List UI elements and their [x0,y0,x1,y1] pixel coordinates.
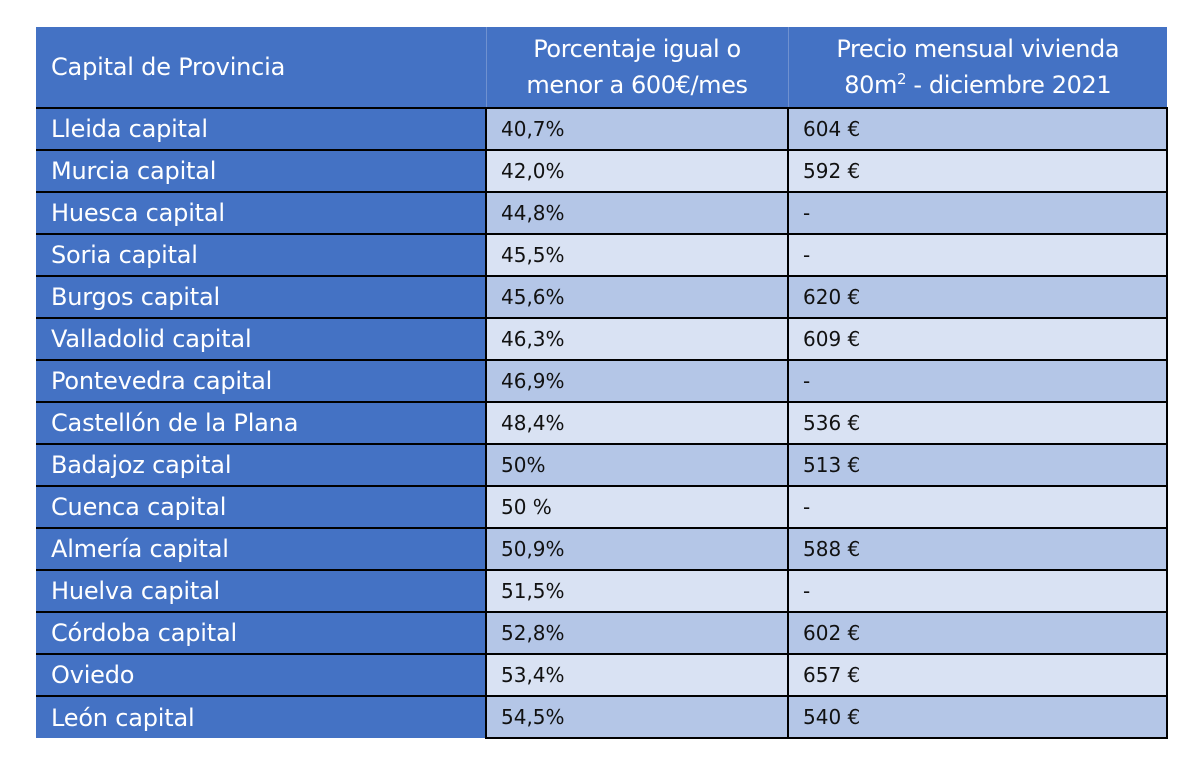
header-price-date: - diciembre 2021 [906,71,1112,99]
table-row: Valladolid capital 46,3% 609 € [36,317,1168,360]
price-cell: - [787,191,1168,234]
city-cell: Murcia capital [36,149,486,192]
price-cell: 588 € [787,527,1168,570]
city-cell: Huesca capital [36,191,486,234]
city-cell: Castellón de la Plana [36,401,486,444]
price-cell: 540 € [787,695,1168,739]
table-row: Cuenca capital 50 % - [36,485,1168,528]
city-cell: Badajoz capital [36,443,486,486]
price-cell: 602 € [787,611,1168,654]
table-row: Lleida capital 40,7% 604 € [36,107,1168,150]
price-cell: 604 € [787,107,1168,150]
table-row: Huelva capital 51,5% - [36,569,1168,612]
table-body: Lleida capital 40,7% 604 € Murcia capita… [36,107,1168,739]
percentage-cell: 45,5% [485,233,789,276]
price-cell: 536 € [787,401,1168,444]
percentage-cell: 40,7% [485,107,789,150]
city-cell: Soria capital [36,233,486,276]
percentage-cell: 46,9% [485,359,789,402]
table-row: León capital 54,5% 540 € [36,695,1168,739]
percentage-cell: 45,6% [485,275,789,318]
price-cell: - [787,359,1168,402]
city-cell: Córdoba capital [36,611,486,654]
table-row: Murcia capital 42,0% 592 € [36,149,1168,192]
percentage-cell: 48,4% [485,401,789,444]
percentage-cell: 50 % [485,485,789,528]
table-row: Córdoba capital 52,8% 602 € [36,611,1168,654]
percentage-cell: 50,9% [485,527,789,570]
table-row: Pontevedra capital 46,9% - [36,359,1168,402]
city-cell: Lleida capital [36,107,486,150]
percentage-cell: 50% [485,443,789,486]
table-row: Almería capital 50,9% 588 € [36,527,1168,570]
price-cell: 592 € [787,149,1168,192]
header-percentage-line2: menor a 600€/mes [526,71,748,99]
header-price-unit-exponent: 2 [896,70,907,88]
table-row: Soria capital 45,5% - [36,233,1168,276]
table-row: Badajoz capital 50% 513 € [36,443,1168,486]
header-price-line2: 80m2 - diciembre 2021 [844,71,1111,99]
city-cell: Valladolid capital [36,317,486,360]
price-cell: - [787,485,1168,528]
table-row: Huesca capital 44,8% - [36,191,1168,234]
header-price-line1: Precio mensual vivienda [836,35,1120,63]
percentage-cell: 53,4% [485,653,789,696]
city-cell: Cuenca capital [36,485,486,528]
price-cell: 513 € [787,443,1168,486]
price-cell: 609 € [787,317,1168,360]
city-cell: Burgos capital [36,275,486,318]
percentage-cell: 46,3% [485,317,789,360]
percentage-cell: 42,0% [485,149,789,192]
table-row: Burgos capital 45,6% 620 € [36,275,1168,318]
table-row: Castellón de la Plana 48,4% 536 € [36,401,1168,444]
header-price-unit: 80m [844,71,897,99]
percentage-cell: 52,8% [485,611,789,654]
price-cell: - [787,233,1168,276]
price-cell: 620 € [787,275,1168,318]
price-cell: 657 € [787,653,1168,696]
percentage-cell: 54,5% [485,695,789,739]
percentage-cell: 51,5% [485,569,789,612]
city-cell: Pontevedra capital [36,359,486,402]
city-cell: Oviedo [36,653,486,696]
city-cell: Huelva capital [36,569,486,612]
city-cell: Almería capital [36,527,486,570]
percentage-cell: 44,8% [485,191,789,234]
table-header: Capital de Provincia Porcentaje igual o … [36,27,1167,109]
header-percentage: Porcentaje igual o menor a 600€/mes [485,27,788,109]
header-price: Precio mensual vivienda 80m2 - diciembre… [787,27,1167,109]
table-row: Oviedo 53,4% 657 € [36,653,1168,696]
city-cell: León capital [36,695,486,738]
price-cell: - [787,569,1168,612]
rent-table-container: Capital de Provincia Porcentaje igual o … [36,27,1168,739]
rent-table: Capital de Provincia Porcentaje igual o … [36,27,1168,739]
header-city: Capital de Provincia [36,27,486,109]
header-row: Capital de Provincia Porcentaje igual o … [36,27,1167,109]
header-percentage-line1: Porcentaje igual o [533,35,741,63]
